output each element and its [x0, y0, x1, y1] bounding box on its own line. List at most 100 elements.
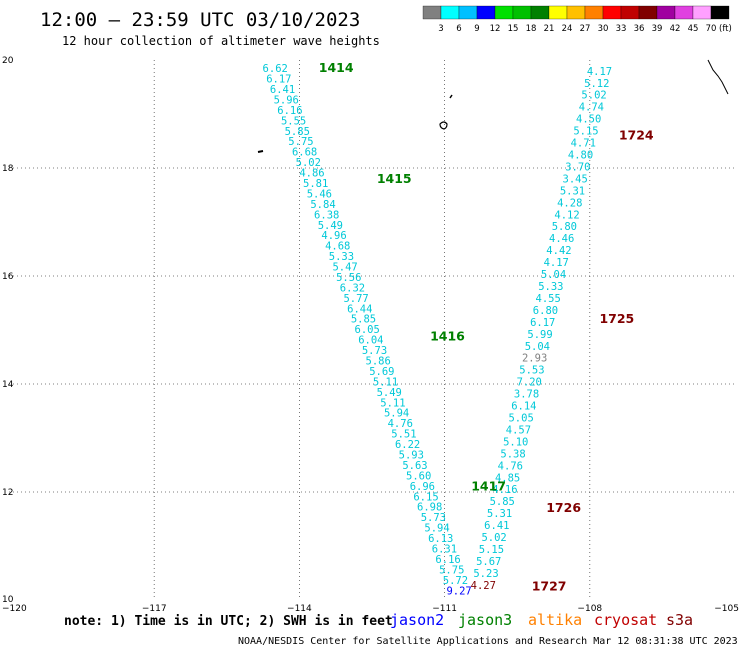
wave-height-label: 5.47 — [332, 262, 357, 274]
wave-height-label: 5.60 — [406, 470, 431, 482]
pass-number-label: 1417 — [471, 479, 506, 494]
satellite-name-s3a: s3a — [666, 611, 693, 629]
wave-height-label: 5.77 — [343, 293, 368, 305]
chart-title: 12:00 — 23:59 UTC 03/10/2023 — [40, 9, 360, 31]
wave-height-label: 5.63 — [402, 460, 427, 472]
wave-height-label: 7.20 — [517, 377, 542, 389]
legend-label: 21 — [544, 24, 555, 34]
coastline — [257, 59, 729, 153]
wave-height-label: 5.93 — [399, 450, 424, 462]
legend-label: 9 — [474, 24, 479, 34]
wave-height-label: 5.99 — [527, 329, 552, 341]
legend-label: 6 — [456, 24, 461, 34]
wave-height-label: 6.15 — [413, 491, 438, 503]
wave-height-label: 4.46 — [549, 233, 574, 245]
wave-height-label: 5.56 — [336, 272, 361, 284]
wave-height-label: 5.84 — [310, 199, 335, 211]
legend-swatch — [584, 5, 604, 20]
x-tick-label: −108 — [577, 604, 602, 614]
satellite-name-altika: altika — [528, 611, 582, 629]
wave-height-label: 5.02 — [296, 157, 321, 169]
x-tick-label: −114 — [287, 604, 312, 614]
wave-height-label: 4.71 — [571, 138, 596, 150]
wave-height-label: 6.96 — [410, 481, 435, 493]
chart-subtitle: 12 hour collection of altimeter wave hei… — [62, 34, 380, 48]
wave-height-label: 4.28 — [557, 197, 582, 209]
wave-height-label: 5.85 — [351, 314, 376, 326]
wave-height-label: 5.31 — [560, 185, 585, 197]
wave-height-label: 5.94 — [384, 408, 409, 420]
wave-height-label: 6.41 — [484, 520, 509, 532]
wave-height-label: 3.70 — [565, 161, 590, 173]
footer-note: note: 1) Time is in UTC; 2) SWH is in fe… — [64, 614, 393, 629]
legend-swatch — [458, 5, 478, 20]
wave-height-label: 5.46 — [307, 188, 332, 200]
wave-height-label: 5.94 — [424, 523, 449, 535]
wave-height-label: 6.44 — [347, 303, 372, 315]
legend-swatch — [422, 5, 442, 20]
y-tick-label: 16 — [2, 272, 14, 282]
wave-height-label: 4.27 — [471, 580, 496, 592]
legend-label: 45 — [688, 24, 699, 34]
legend-label: 36 — [634, 24, 645, 34]
wave-height-label: 2.93 — [522, 353, 547, 365]
wave-height-label: 5.49 — [377, 387, 402, 399]
legend-swatch — [656, 5, 676, 20]
legend-swatch — [440, 5, 460, 20]
wave-height-label: 4.96 — [321, 230, 346, 242]
wave-height-label: 4.86 — [299, 168, 324, 180]
legend-swatch — [710, 5, 730, 20]
wave-height-label: 5.75 — [439, 564, 464, 576]
wave-height-label: 4.17 — [587, 66, 612, 78]
legend-label: 15 — [508, 24, 519, 34]
wave-height-label: 6.17 — [530, 317, 555, 329]
wave-height-label: 6.98 — [417, 502, 442, 514]
x-tick-label: −105 — [714, 604, 739, 614]
wave-height-label: 5.02 — [581, 90, 606, 102]
wave-height-label: 5.81 — [303, 178, 328, 190]
pass-number-label: 1727 — [532, 579, 567, 594]
wave-height-label: 5.11 — [373, 376, 398, 388]
wave-height-label: 5.12 — [584, 78, 609, 90]
wave-height-label: 5.80 — [552, 221, 577, 233]
wave-height-label: 5.55 — [281, 115, 306, 127]
wave-height-label: 5.51 — [391, 429, 416, 441]
wave-height-label: 5.02 — [481, 532, 506, 544]
wave-height-label: 5.75 — [288, 136, 313, 148]
wave-height-label: 5.72 — [443, 575, 468, 587]
wave-height-label: 6.68 — [292, 147, 317, 159]
legend-label: 33 — [616, 24, 627, 34]
legend-label: 24 — [562, 24, 573, 34]
wave-height-label: 4.55 — [536, 293, 561, 305]
wave-height-label: 6.38 — [314, 209, 339, 221]
wave-height-label: 5.31 — [487, 508, 512, 520]
pass-number-label: 1415 — [377, 171, 412, 186]
y-tick-label: 14 — [2, 380, 14, 390]
wave-height-label: 5.67 — [476, 556, 501, 568]
legend-swatch — [548, 5, 568, 20]
wave-height-label: 4.42 — [546, 245, 571, 257]
satellite-legend: jason2 jason3 altika cryosat s3a — [390, 611, 693, 629]
wave-height-label: 5.23 — [473, 568, 498, 580]
wave-height-label: 4.80 — [568, 149, 593, 161]
wave-height-label: 4.76 — [388, 418, 413, 430]
wave-height-label: 6.22 — [395, 439, 420, 451]
wave-height-label: 5.85 — [490, 496, 515, 508]
x-tick-label: −117 — [142, 604, 167, 614]
wave-height-label: 4.50 — [576, 114, 601, 126]
wave-height-label: 4.12 — [554, 209, 579, 221]
wave-height-label: 6.41 — [270, 84, 295, 96]
legend-swatch — [638, 5, 658, 20]
satellite-name-cryosat: cryosat — [594, 611, 657, 629]
legend-unit: (ft) — [719, 24, 732, 34]
pass-number-label: 1416 — [430, 328, 465, 343]
legend-label: 42 — [670, 24, 681, 34]
wave-height-label: 4.17 — [544, 257, 569, 269]
wave-height-label: 6.04 — [358, 335, 383, 347]
wave-height-label: 5.04 — [541, 269, 566, 281]
wave-height-label: 6.16 — [435, 554, 460, 566]
wave-height-label: 6.80 — [533, 305, 558, 317]
wave-height-label: 3.45 — [563, 173, 588, 185]
